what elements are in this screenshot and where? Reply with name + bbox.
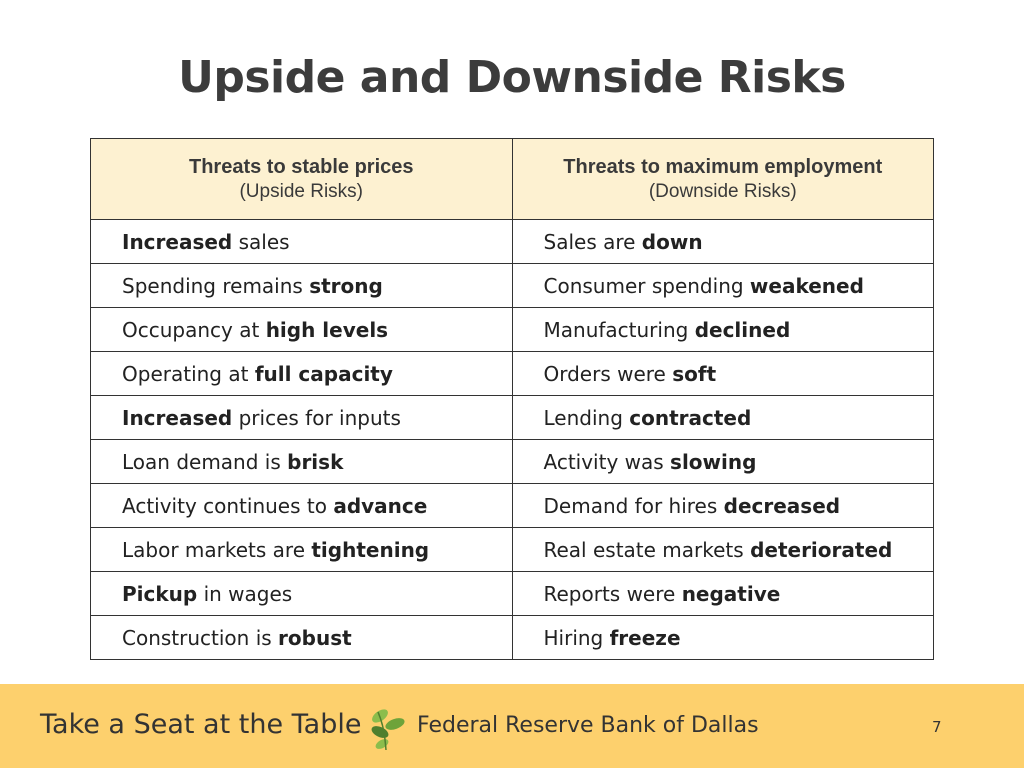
cell-emphasis: robust bbox=[278, 625, 352, 650]
cell-text: Consumer spending bbox=[543, 273, 750, 298]
cell-emphasis: Increased bbox=[122, 405, 233, 430]
cell-text: Occupancy at bbox=[122, 317, 266, 342]
table-row: Activity continues to advance Demand for … bbox=[90, 483, 934, 528]
cell-text: Construction is bbox=[122, 625, 279, 650]
upside-risk-cell: Occupancy at high levels bbox=[90, 307, 513, 352]
cell-text: Real estate markets bbox=[543, 537, 751, 562]
cell-emphasis: strong bbox=[309, 273, 383, 298]
downside-risk-cell: Orders were soft bbox=[511, 351, 934, 396]
table-row: Pickup in wages Reports were negative bbox=[90, 571, 934, 616]
cell-emphasis: tightening bbox=[311, 537, 430, 562]
cell-text: prices for inputs bbox=[232, 405, 401, 430]
table-row: Increased sales Sales are down bbox=[90, 219, 934, 264]
downside-risk-cell: Reports were negative bbox=[511, 571, 934, 616]
cell-emphasis: contracted bbox=[629, 405, 752, 430]
cell-text: Labor markets are bbox=[122, 537, 312, 562]
cell-text: sales bbox=[232, 229, 290, 254]
cell-emphasis: declined bbox=[694, 317, 791, 342]
cell-emphasis: freeze bbox=[609, 625, 681, 650]
cell-text: Spending remains bbox=[122, 273, 310, 298]
upside-risk-cell: Labor markets are tightening bbox=[90, 527, 513, 572]
leaf-logo-icon bbox=[371, 709, 405, 751]
header-title: Threats to stable prices bbox=[188, 156, 414, 178]
table-row: Increased prices for inputs Lending contr… bbox=[90, 395, 934, 440]
downside-risk-cell: Hiring freeze bbox=[511, 615, 934, 660]
cell-emphasis: deteriorated bbox=[750, 537, 893, 562]
cell-emphasis: Increased bbox=[122, 229, 233, 254]
upside-risk-cell: Increased sales bbox=[90, 219, 513, 264]
cell-text: Lending bbox=[543, 405, 630, 430]
cell-emphasis: Pickup bbox=[122, 581, 198, 606]
cell-text: in wages bbox=[197, 581, 293, 606]
downside-risk-cell: Lending contracted bbox=[511, 395, 934, 440]
header-upside: Threats to stable prices (Upside Risks) bbox=[90, 138, 513, 220]
table-row: Loan demand is brisk Activity was slowing bbox=[90, 439, 934, 484]
cell-text: Hiring bbox=[543, 625, 610, 650]
cell-emphasis: brisk bbox=[287, 449, 344, 474]
table-row: Labor markets are tightening Real estate … bbox=[90, 527, 934, 572]
header-downside: Threats to maximum employment (Downside … bbox=[511, 138, 934, 220]
upside-risk-cell: Operating at full capacity bbox=[90, 351, 513, 396]
cell-text: Activity was bbox=[543, 449, 671, 474]
cell-text: Orders were bbox=[543, 361, 673, 386]
cell-emphasis: down bbox=[641, 229, 703, 254]
upside-risk-cell: Spending remains strong bbox=[90, 263, 513, 308]
header-title: Threats to maximum employment bbox=[563, 156, 883, 178]
cell-emphasis: slowing bbox=[670, 449, 757, 474]
cell-emphasis: soft bbox=[672, 361, 717, 386]
downside-risk-cell: Sales are down bbox=[511, 219, 934, 264]
upside-risk-cell: Construction is robust bbox=[90, 615, 513, 660]
table-row: Occupancy at high levels Manufacturing de… bbox=[90, 307, 934, 352]
cell-emphasis: full capacity bbox=[254, 361, 393, 386]
downside-risk-cell: Real estate markets deteriorated bbox=[511, 527, 934, 572]
cell-emphasis: weakened bbox=[749, 273, 864, 298]
risks-table: Threats to stable prices (Upside Risks) … bbox=[90, 138, 934, 660]
table-header-row: Threats to stable prices (Upside Risks) … bbox=[90, 138, 934, 220]
header-subtitle: (Downside Risks) bbox=[648, 181, 797, 202]
cell-emphasis: high levels bbox=[265, 317, 389, 342]
cell-emphasis: decreased bbox=[723, 493, 841, 518]
cell-text: Demand for hires bbox=[543, 493, 724, 518]
cell-emphasis: advance bbox=[333, 493, 428, 518]
cell-emphasis: negative bbox=[681, 581, 781, 606]
footer-bank-name: Federal Reserve Bank of Dallas bbox=[417, 713, 759, 738]
cell-text: Operating at bbox=[122, 361, 255, 386]
cell-text: Reports were bbox=[543, 581, 682, 606]
footer-tagline: Take a Seat at the Table bbox=[40, 709, 362, 740]
table-row: Spending remains strong Consumer spending… bbox=[90, 263, 934, 308]
page-title: Upside and Downside Risks bbox=[178, 52, 846, 103]
cell-text: Activity continues to bbox=[122, 493, 334, 518]
cell-text: Sales are bbox=[543, 229, 642, 254]
upside-risk-cell: Loan demand is brisk bbox=[90, 439, 513, 484]
upside-risk-cell: Activity continues to advance bbox=[90, 483, 513, 528]
footer-bar: Take a Seat at the Table Federal Reserve… bbox=[0, 684, 1024, 768]
upside-risk-cell: Pickup in wages bbox=[90, 571, 513, 616]
cell-text: Manufacturing bbox=[543, 317, 695, 342]
header-subtitle: (Upside Risks) bbox=[239, 181, 364, 202]
table-row: Operating at full capacity Orders were so… bbox=[90, 351, 934, 396]
downside-risk-cell: Consumer spending weakened bbox=[511, 263, 934, 308]
upside-risk-cell: Increased prices for inputs bbox=[90, 395, 513, 440]
downside-risk-cell: Demand for hires decreased bbox=[511, 483, 934, 528]
downside-risk-cell: Manufacturing declined bbox=[511, 307, 934, 352]
cell-text: Loan demand is bbox=[122, 449, 288, 474]
table-row: Construction is robust Hiring freeze bbox=[90, 615, 934, 660]
page-number: 7 bbox=[932, 718, 942, 736]
downside-risk-cell: Activity was slowing bbox=[511, 439, 934, 484]
